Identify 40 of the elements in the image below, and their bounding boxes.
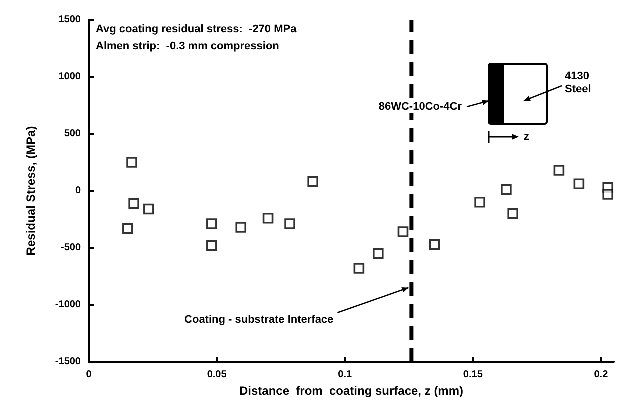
y-tick-label: -500 bbox=[60, 242, 82, 254]
point bbox=[144, 204, 154, 215]
y-tick-label: 1000 bbox=[58, 72, 82, 82]
point bbox=[574, 178, 585, 190]
point bbox=[128, 198, 140, 209]
point bbox=[126, 157, 138, 168]
x-tick-label: 0.1 bbox=[338, 370, 352, 380]
point bbox=[474, 197, 486, 208]
point bbox=[284, 218, 296, 230]
y-tick-label: 0 bbox=[75, 186, 82, 196]
x-tick-label: 0 bbox=[86, 370, 92, 380]
y-tick-label: -1000 bbox=[55, 300, 82, 310]
point bbox=[262, 212, 274, 224]
point bbox=[398, 226, 409, 238]
point bbox=[122, 223, 134, 234]
x-axis-title: Distance from coating surface, z (mm) bbox=[239, 384, 464, 398]
point bbox=[554, 165, 565, 176]
x-tick-label: 0.05 bbox=[207, 370, 228, 380]
y-tick-label: -1500 bbox=[55, 356, 82, 368]
point bbox=[236, 222, 247, 233]
annotation: z bbox=[524, 131, 530, 143]
annotation: Almen strip: -0.3 mm compression bbox=[96, 40, 280, 52]
ref-line-label: Coating - substrate Interface bbox=[184, 314, 334, 326]
point bbox=[308, 176, 318, 188]
point bbox=[372, 248, 384, 260]
y-tick-label: 1500 bbox=[58, 14, 82, 26]
y-tick-label: 500 bbox=[64, 128, 82, 140]
point bbox=[501, 184, 512, 196]
annotation: Avg coating residual stress: -270 MPa bbox=[96, 24, 298, 36]
y-axis-title: Residual Stress, (MPa) bbox=[24, 126, 38, 256]
x-tick-label: 0.15 bbox=[463, 370, 484, 380]
point bbox=[206, 240, 218, 252]
point bbox=[429, 239, 440, 250]
point bbox=[602, 189, 614, 200]
point bbox=[206, 218, 218, 230]
x-tick-label: 0.2 bbox=[594, 370, 609, 380]
point bbox=[508, 208, 518, 220]
annotation: 4130 Steel bbox=[565, 70, 593, 96]
annotation: 86WC-10Co-4Cr bbox=[378, 101, 463, 113]
point bbox=[354, 263, 365, 274]
